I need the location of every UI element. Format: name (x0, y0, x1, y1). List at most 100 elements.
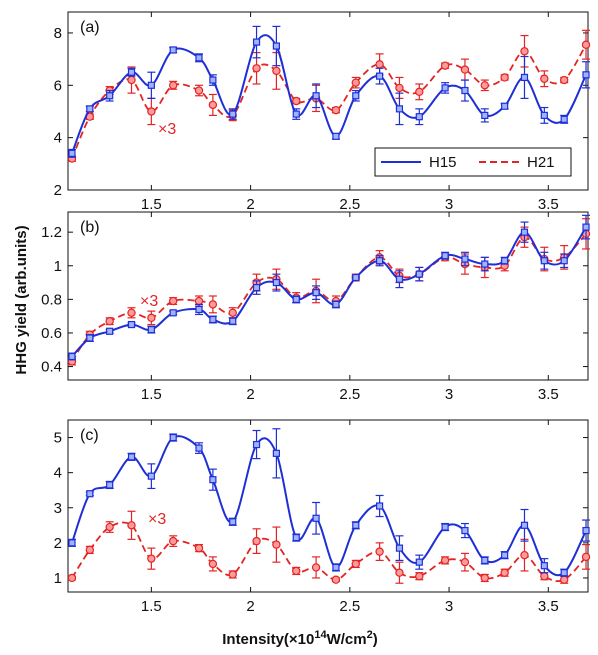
h21-point (168, 81, 178, 90)
panel-label: (a) (80, 19, 100, 36)
h21-point (147, 313, 156, 323)
h15-point (501, 551, 509, 559)
h15-point (560, 569, 568, 577)
h21-point (581, 40, 591, 49)
h15-point (582, 223, 590, 231)
h15-line (71, 34, 587, 154)
y-tick-label: 6 (54, 77, 62, 94)
x-tick-label: 2.5 (339, 196, 360, 213)
h21-point (168, 536, 178, 546)
h21-point (208, 559, 218, 569)
h15-point (147, 81, 155, 89)
y-tick-label: 5 (54, 430, 62, 447)
h15-line (71, 435, 587, 577)
h15-point (441, 84, 449, 92)
x-tick-label: 2 (246, 598, 254, 615)
h15-point (415, 113, 423, 121)
x-tick-label: 3 (445, 196, 453, 213)
h21-point (520, 550, 529, 560)
h15-point (169, 309, 177, 317)
x-tick-label: 1.5 (141, 386, 162, 403)
h21-point (147, 107, 156, 116)
h21-point (311, 563, 321, 572)
h21-point (581, 552, 591, 562)
h21-point (520, 47, 529, 56)
x-tick-label: 2 (246, 196, 254, 213)
h15-point (415, 558, 423, 566)
h21-point (540, 572, 549, 581)
scale-annotation: ×3 (140, 293, 158, 310)
h15-point (540, 562, 548, 570)
h21-point (252, 64, 261, 73)
y-axis-title: HHG yield (arb.units) (13, 225, 30, 374)
h15-point (395, 275, 404, 283)
h21-point (67, 573, 77, 583)
h21-point (85, 545, 95, 555)
h21-point (194, 86, 204, 95)
series-h21 (67, 510, 591, 584)
plot-frame (67, 211, 589, 381)
h15-point (376, 502, 384, 510)
panel-1: 1.5 2 2.5 3 3.5 2 4 6 8 (a) ×3 H15 H21 (54, 11, 591, 213)
h15-point (169, 433, 177, 442)
h15-point (127, 320, 136, 329)
h15-point (147, 472, 155, 480)
h15-point (461, 255, 469, 263)
h21-point (228, 308, 237, 317)
h21-point (105, 317, 114, 326)
panel-label: (c) (80, 427, 99, 444)
h21-point (127, 75, 136, 85)
h21-point (500, 568, 509, 577)
series-h15 (67, 25, 591, 158)
h21-point (440, 556, 450, 565)
h21-point (194, 296, 204, 306)
h15-point (147, 326, 155, 334)
panel-3: 1.5 2 2.5 3 3.5 1 2 3 4 5 (c) ×3 (54, 419, 591, 615)
h21-point (351, 559, 360, 569)
x-tick-label: 3.5 (538, 386, 559, 403)
y-tick-label: 0.8 (41, 291, 62, 308)
h21-point (194, 543, 204, 553)
h21-point (395, 83, 404, 93)
x-tick-label: 1.5 (141, 196, 162, 213)
h15-point (106, 92, 114, 100)
h21-point (127, 521, 136, 530)
x-tick-label: 2 (246, 386, 254, 403)
h15-point (272, 278, 280, 287)
h21-point (331, 105, 341, 115)
h15-point (127, 68, 136, 76)
h15-line (71, 226, 587, 358)
panel-label: (b) (80, 219, 100, 236)
x-tick-label: 3.5 (538, 598, 559, 615)
h15-point (352, 273, 360, 282)
h15-point (332, 563, 340, 572)
h21-point (540, 74, 549, 83)
y-tick-label: 3 (54, 500, 62, 517)
h15-point (501, 257, 509, 265)
h15-point (461, 86, 469, 95)
scale-annotation: ×3 (148, 511, 166, 528)
y-tick-label: 8 (54, 25, 62, 42)
h15-point (229, 317, 237, 325)
series-h21 (67, 29, 591, 163)
h15-point (312, 514, 320, 522)
h15-point (415, 270, 423, 278)
h15-point (520, 73, 529, 82)
h15-point (195, 444, 203, 452)
series-h21 (67, 218, 591, 366)
h21-point (228, 570, 237, 579)
x-tick-label: 3.5 (538, 196, 559, 213)
legend-h15-label: H15 (429, 154, 457, 171)
h21-point (559, 575, 569, 584)
h15-point (229, 518, 237, 526)
h21-point (147, 554, 156, 563)
h15-point (352, 92, 360, 100)
h15-point (252, 440, 261, 449)
x-tick-label: 2.5 (339, 598, 360, 615)
y-tick-label: 1 (54, 258, 62, 275)
h21-point (105, 522, 114, 532)
h15-point (68, 352, 76, 361)
h15-point (352, 521, 360, 529)
h15-point (209, 315, 217, 324)
y-tick-label: 4 (54, 465, 62, 482)
